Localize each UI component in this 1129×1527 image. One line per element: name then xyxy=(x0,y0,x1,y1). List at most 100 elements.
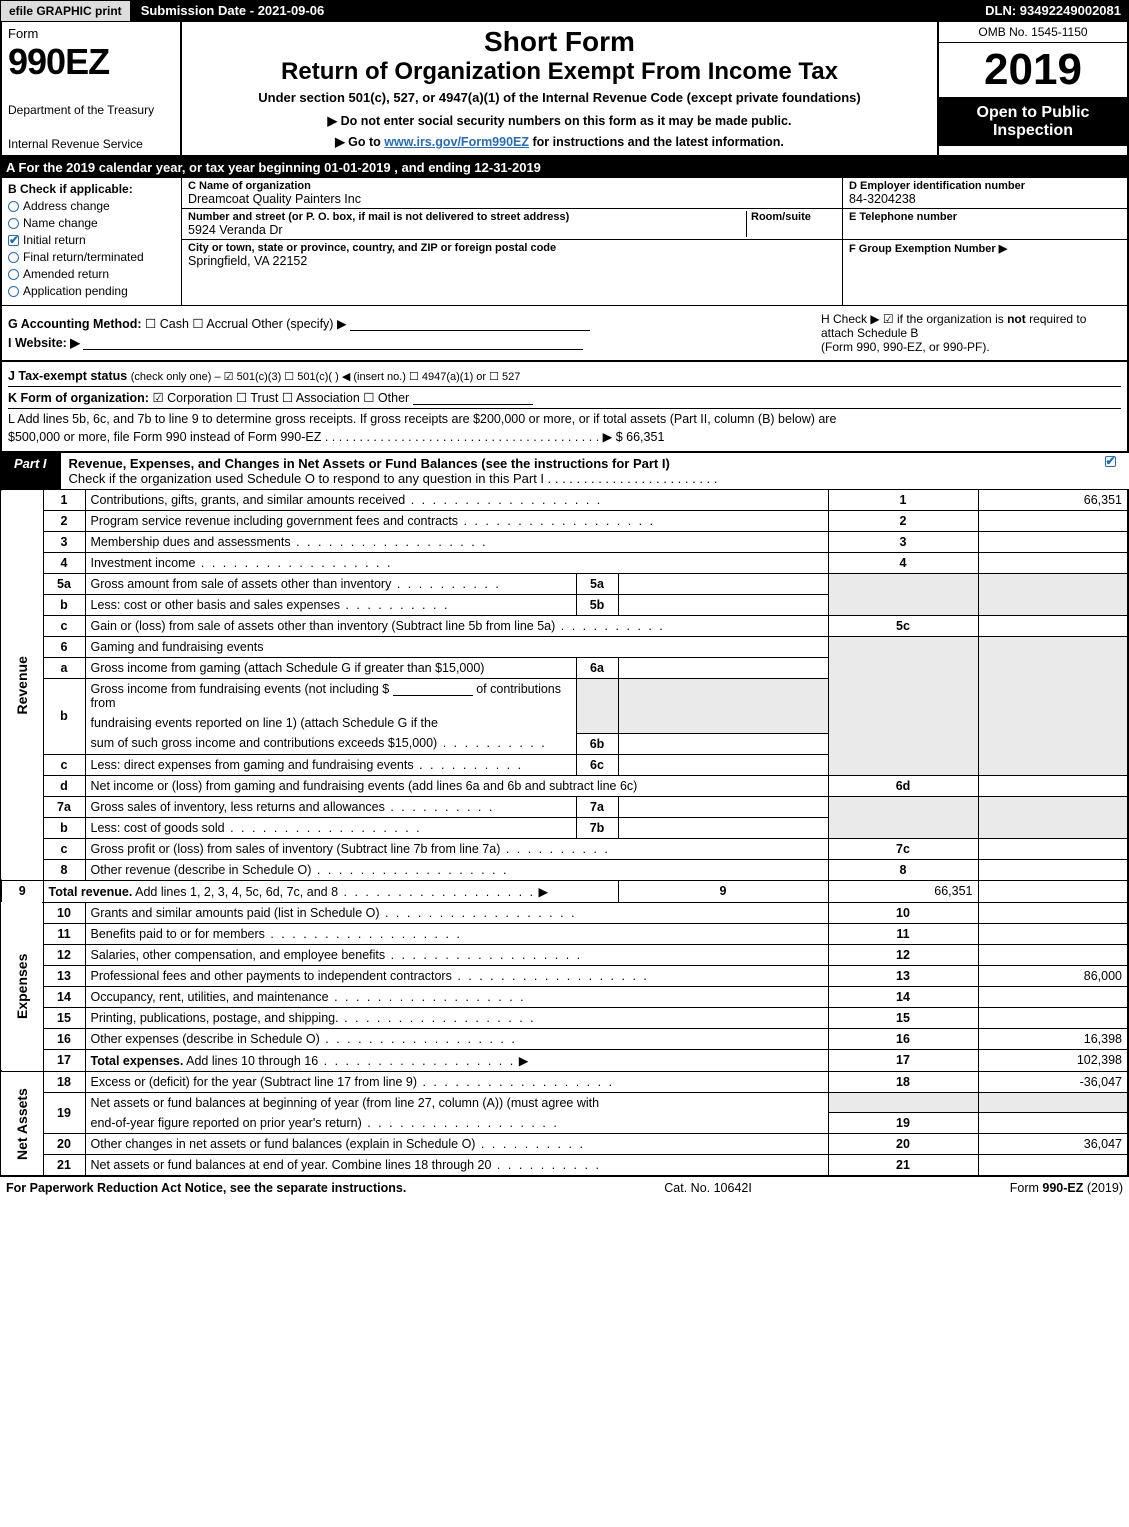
amount-cell xyxy=(978,923,1128,944)
sub-line-ref: 7a xyxy=(576,796,618,817)
title-return: Return of Organization Exempt From Incom… xyxy=(192,58,927,86)
other-org-input[interactable] xyxy=(413,391,533,405)
line-ref: 8 xyxy=(828,859,978,880)
group-exemption-box: F Group Exemption Number ▶ xyxy=(843,240,1127,257)
line-num: 15 xyxy=(43,1007,85,1028)
line-num: 1 xyxy=(43,490,85,511)
chk-label: Amended return xyxy=(23,267,109,281)
line-num: 2 xyxy=(43,511,85,532)
line-ref: 20 xyxy=(828,1134,978,1155)
line-num: 12 xyxy=(43,944,85,965)
line-text: Other revenue (describe in Schedule O) xyxy=(91,863,312,877)
website-line: I Website: ▶ xyxy=(8,335,821,350)
subtitle-ssn-warning: ▶ Do not enter social security numbers o… xyxy=(192,113,927,128)
section-b: B Check if applicable: Address change Na… xyxy=(2,178,182,305)
line-text: Excess or (deficit) for the year (Subtra… xyxy=(91,1075,418,1089)
g-label: G Accounting Method: xyxy=(8,317,142,331)
part-i-checkbox[interactable] xyxy=(1091,453,1129,489)
header-left: Form 990EZ Department of the Treasury In… xyxy=(2,22,182,155)
sub-line-ref: 6c xyxy=(576,754,618,775)
line-num: c xyxy=(43,754,85,775)
line-text: Net assets or fund balances at end of ye… xyxy=(91,1158,492,1172)
part-i-check-line: Check if the organization used Schedule … xyxy=(69,471,718,486)
top-bar: efile GRAPHIC print Submission Date - 20… xyxy=(0,0,1129,22)
section-d-e-f: D Employer identification number 84-3204… xyxy=(842,178,1127,305)
chk-address-change[interactable]: Address change xyxy=(8,199,175,213)
chk-label: Name change xyxy=(23,216,98,230)
line-ref: 15 xyxy=(828,1007,978,1028)
section-j-k-l: J Tax-exempt status (check only one) – ☑… xyxy=(0,362,1129,453)
line-text-4: sum of such gross income and contributio… xyxy=(91,736,438,750)
chk-name-change[interactable]: Name change xyxy=(8,216,175,230)
net-assets-vert-label: Net Assets xyxy=(1,1071,43,1176)
line-ref: 18 xyxy=(828,1071,978,1092)
line-num: c xyxy=(43,838,85,859)
line-ref: 2 xyxy=(828,511,978,532)
line-num: b xyxy=(43,679,85,755)
section-g-h-i: G Accounting Method: ☐ Cash ☐ Accrual Ot… xyxy=(0,305,1129,362)
amount-cell: -36,047 xyxy=(978,1071,1128,1092)
sub-amount-cell xyxy=(618,733,828,754)
line-text: Membership dues and assessments xyxy=(91,535,291,549)
subtitle-instructions: ▶ Go to www.irs.gov/Form990EZ for instru… xyxy=(192,134,927,149)
public-inspection: Open to Public Inspection xyxy=(939,98,1127,146)
room-label: Room/suite xyxy=(751,211,836,223)
line-ref: 21 xyxy=(828,1155,978,1177)
chk-initial-return[interactable]: Initial return xyxy=(8,233,175,247)
line-num: 16 xyxy=(43,1028,85,1049)
section-c: C Name of organization Dreamcoat Quality… xyxy=(182,178,842,305)
k-label: K Form of organization: xyxy=(8,391,149,405)
shaded-cell xyxy=(978,796,1128,838)
efile-print-button[interactable]: efile GRAPHIC print xyxy=(0,0,131,22)
contrib-input[interactable] xyxy=(393,682,473,696)
header-center: Short Form Return of Organization Exempt… xyxy=(182,22,937,155)
footer-right: Form 990-EZ (2019) xyxy=(1010,1181,1123,1195)
sub-line-ref: 6a xyxy=(576,658,618,679)
amount-cell: 102,398 xyxy=(978,1049,1128,1071)
dept-irs: Internal Revenue Service xyxy=(8,137,174,151)
line-ref: 9 xyxy=(618,880,828,902)
shaded-cell xyxy=(978,574,1128,616)
sub-line-ref: 6b xyxy=(576,733,618,754)
chk-final-return[interactable]: Final return/terminated xyxy=(8,250,175,264)
sub-line-ref: 7b xyxy=(576,817,618,838)
amount-cell xyxy=(978,859,1128,880)
chk-label: Address change xyxy=(23,199,110,213)
line-l-1: L Add lines 5b, 6c, and 7b to line 9 to … xyxy=(8,412,1121,426)
line-num: 17 xyxy=(43,1049,85,1071)
amount-cell: 86,000 xyxy=(978,965,1128,986)
submission-date-label: Submission Date - 2021-09-06 xyxy=(131,0,335,22)
line-text: Program service revenue including govern… xyxy=(91,514,459,528)
shaded-cell xyxy=(618,679,828,734)
website-input[interactable] xyxy=(83,336,583,350)
part-i-tab: Part I xyxy=(0,453,61,489)
amount-cell xyxy=(978,1155,1128,1177)
chk-amended-return[interactable]: Amended return xyxy=(8,267,175,281)
part-i-title: Revenue, Expenses, and Changes in Net As… xyxy=(61,453,1091,489)
identification-block: B Check if applicable: Address change Na… xyxy=(0,178,1129,305)
line-text: Gain or (loss) from sale of assets other… xyxy=(91,619,556,633)
ein-box: D Employer identification number 84-3204… xyxy=(843,178,1127,209)
chk-application-pending[interactable]: Application pending xyxy=(8,284,175,298)
shaded-cell xyxy=(828,637,978,776)
line-text: Net assets or fund balances at beginning… xyxy=(85,1092,828,1113)
line-text: Salaries, other compensation, and employ… xyxy=(91,948,386,962)
shaded-cell xyxy=(828,574,978,616)
form-990ez-page: efile GRAPHIC print Submission Date - 20… xyxy=(0,0,1129,1199)
revenue-vert-label: Revenue xyxy=(1,490,43,881)
financial-table: Revenue 1 Contributions, gifts, grants, … xyxy=(0,489,1129,1177)
shaded-cell xyxy=(828,796,978,838)
line-text: Benefits paid to or for members xyxy=(91,927,265,941)
line-num: 3 xyxy=(43,532,85,553)
other-specify-input[interactable] xyxy=(350,317,590,331)
footer-mid: Cat. No. 10642I xyxy=(664,1181,752,1195)
line-num: 19 xyxy=(43,1092,85,1134)
telephone-value xyxy=(849,223,1121,237)
line-num: a xyxy=(43,658,85,679)
line-num: 21 xyxy=(43,1155,85,1177)
irs-link[interactable]: www.irs.gov/Form990EZ xyxy=(384,135,529,149)
line-text: Other expenses (describe in Schedule O) xyxy=(91,1032,320,1046)
sub3-pre: ▶ Go to xyxy=(335,135,384,149)
line-text: Occupancy, rent, utilities, and maintena… xyxy=(91,990,329,1004)
amount-cell xyxy=(978,1113,1128,1134)
